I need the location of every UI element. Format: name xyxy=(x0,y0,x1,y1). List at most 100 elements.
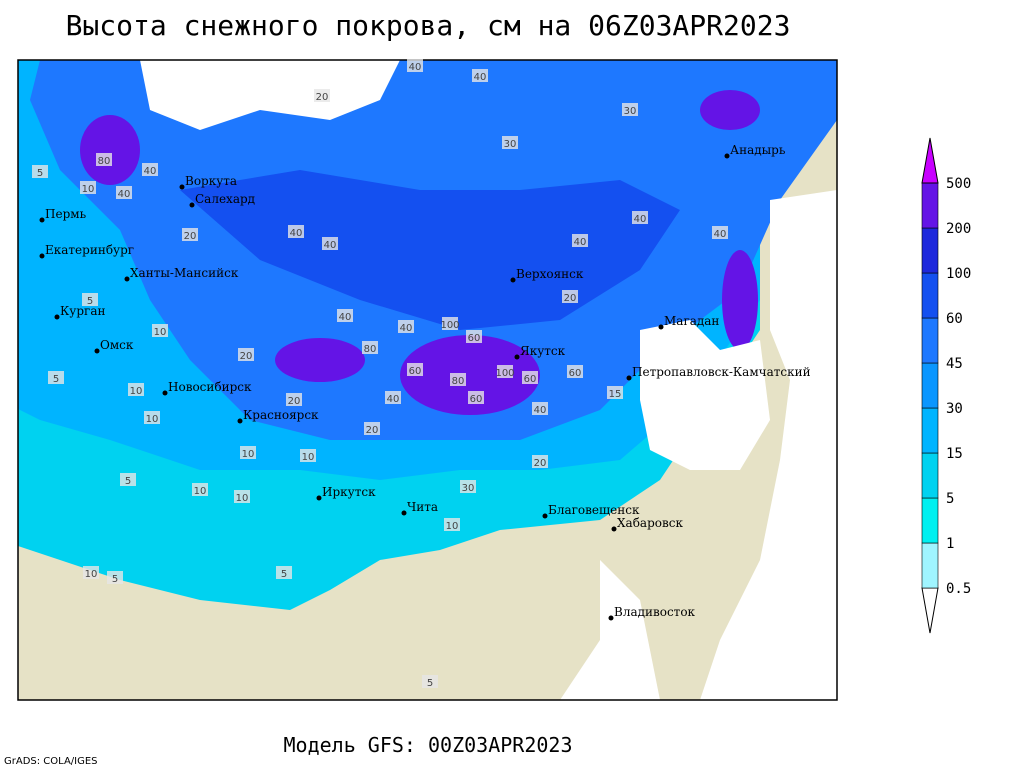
contour-label-box xyxy=(632,211,648,224)
contour-label: 40 xyxy=(290,228,303,239)
contour-label: 5 xyxy=(427,678,433,689)
contour-label: 5 xyxy=(53,374,59,385)
contour-label: 100 xyxy=(495,368,514,379)
city-label: Якутск xyxy=(520,344,566,358)
city-dot xyxy=(179,184,185,190)
contour-label: 60 xyxy=(524,374,537,385)
contour-label-box xyxy=(96,153,112,166)
colorbar-label: 5 xyxy=(946,491,954,507)
city-dot xyxy=(94,348,100,354)
contour-label-box xyxy=(532,455,548,468)
contour-label-box xyxy=(442,317,458,330)
colorbar-box xyxy=(921,362,939,409)
contour-label: 10 xyxy=(242,449,255,460)
colorbar-label: 500 xyxy=(946,176,971,192)
city-dot xyxy=(316,495,322,501)
contour-label-box xyxy=(466,330,482,343)
contour-label-box xyxy=(532,402,548,415)
city-dot xyxy=(237,418,243,424)
city-dot xyxy=(124,276,130,282)
contour-label-box xyxy=(116,186,132,199)
contour-label-box xyxy=(497,365,513,378)
city-dot xyxy=(162,390,168,396)
city-dot xyxy=(54,314,60,320)
colorbar-label: 30 xyxy=(946,401,963,417)
colorbar-box xyxy=(921,227,939,274)
contour-label: 60 xyxy=(409,366,422,377)
contour-label: 40 xyxy=(339,312,352,323)
colorbar-label: 1 xyxy=(946,536,954,552)
contour-label: 80 xyxy=(364,344,377,355)
contour-label: 5 xyxy=(87,296,93,307)
contour-label: 20 xyxy=(534,458,547,469)
title: Высота снежного покрова, см на 06Z03APR2… xyxy=(66,9,791,42)
contour-label-box xyxy=(128,383,144,396)
contour-label-box xyxy=(337,309,353,322)
contour-label-box xyxy=(238,348,254,361)
contour-label: 40 xyxy=(144,166,157,177)
contour-label-box xyxy=(567,365,583,378)
contour-label: 20 xyxy=(316,92,329,103)
contour-label: 20 xyxy=(564,293,577,304)
city-label: Благовещенск xyxy=(548,503,640,517)
colorbar-box xyxy=(921,407,939,454)
contour-label: 100 xyxy=(440,320,459,331)
colorbar-over xyxy=(921,137,939,184)
contour-label-box xyxy=(142,163,158,176)
contour-label: 5 xyxy=(37,168,43,179)
city-label: Пермь xyxy=(45,207,87,221)
contour-label: 40 xyxy=(118,189,131,200)
contour-label: 10 xyxy=(446,521,459,532)
sea xyxy=(560,560,660,700)
snow-max xyxy=(400,335,540,415)
colorbar-label: 60 xyxy=(946,311,963,327)
colorbar-box xyxy=(921,542,939,589)
contour-label: 20 xyxy=(288,396,301,407)
city-dot xyxy=(401,510,407,516)
contour-label-box xyxy=(398,320,414,333)
contour-label: 15 xyxy=(609,389,622,400)
city-dot xyxy=(514,354,520,360)
contour-label-box xyxy=(407,59,423,72)
contour-label: 30 xyxy=(624,106,637,117)
contour-labels: 40 40 20 30 30 40 20 10 80 40 40 40 40 20 40 40 60 40 40 80… xyxy=(32,59,728,689)
contour-label-box xyxy=(276,566,292,579)
contour-label-box xyxy=(82,293,98,306)
contour-label: 40 xyxy=(534,405,547,416)
contour-label-box xyxy=(144,411,160,424)
contour-label-box xyxy=(407,363,423,376)
contour-label-box xyxy=(522,371,538,384)
contour-label: 10 xyxy=(194,486,207,497)
colorbar-label: 0.5 xyxy=(946,581,971,597)
city-label: Чита xyxy=(407,500,438,514)
snow-max xyxy=(722,250,758,350)
colorbar-label: 15 xyxy=(946,446,963,462)
city-label: Омск xyxy=(100,338,134,352)
contour-label: 80 xyxy=(98,156,111,167)
contour-label-box xyxy=(120,473,136,486)
contour-label: 5 xyxy=(281,569,287,580)
snow-deeper xyxy=(180,170,680,330)
city-dot xyxy=(39,217,45,223)
contour-label-box xyxy=(450,373,466,386)
city-dot xyxy=(189,202,195,208)
contour-label-box xyxy=(468,391,484,404)
contour-label: 5 xyxy=(112,574,118,585)
contour-label-box xyxy=(422,675,438,688)
sea xyxy=(640,320,770,470)
city-label: Красноярск xyxy=(243,408,319,422)
contour-label-box xyxy=(182,228,198,241)
contour-label-box xyxy=(107,571,123,584)
contour-label-box xyxy=(622,103,638,116)
contour-label-box xyxy=(322,237,338,250)
city-label: Воркута xyxy=(185,174,237,188)
contour-label: 20 xyxy=(184,231,197,242)
city-label: Анадырь xyxy=(730,143,786,157)
contour-label-box xyxy=(80,181,96,194)
contour-label-box xyxy=(300,449,316,462)
contour-label-box xyxy=(288,225,304,238)
contour-label-box xyxy=(32,165,48,178)
contour-label: 40 xyxy=(409,62,422,73)
colorbar-box xyxy=(921,317,939,364)
